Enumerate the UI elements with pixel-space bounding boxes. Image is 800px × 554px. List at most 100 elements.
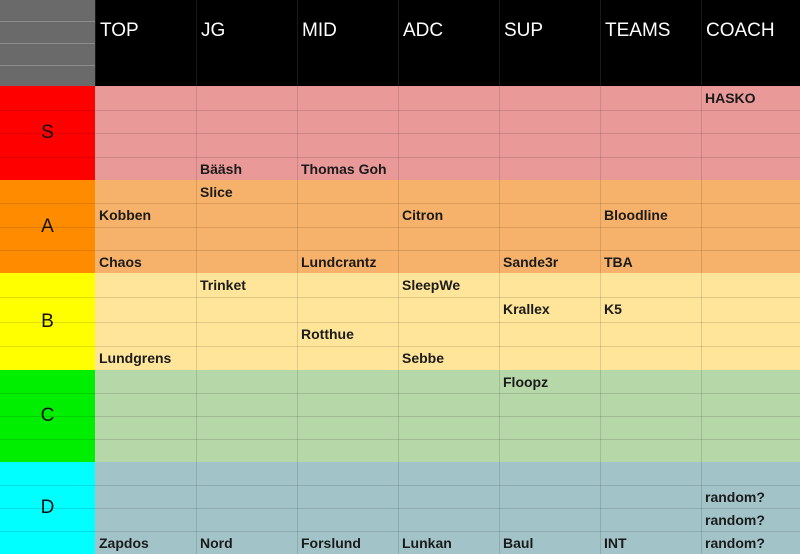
gridline-horizontal	[0, 508, 95, 509]
column-header-mid[interactable]: MID	[297, 0, 398, 86]
tier-band-b	[95, 273, 800, 370]
gridline-vertical	[499, 273, 500, 370]
gridline-horizontal	[0, 157, 95, 158]
gridline-vertical	[196, 462, 197, 554]
gridline-horizontal	[0, 203, 95, 204]
column-header-jg[interactable]: JG	[196, 0, 297, 86]
gridline-horizontal	[95, 346, 800, 347]
gridline-vertical	[701, 180, 702, 273]
column-header-coach[interactable]: COACH	[701, 0, 800, 86]
entry-cell[interactable]: Lundgrens	[99, 350, 172, 366]
entry-cell[interactable]: Floopz	[503, 374, 549, 390]
gridline-vertical	[398, 180, 399, 273]
gridline-horizontal	[0, 110, 95, 111]
gridline-horizontal	[0, 250, 95, 251]
gridline-horizontal	[0, 393, 95, 394]
gridline-vertical	[297, 370, 298, 462]
gridline-vertical	[196, 86, 197, 180]
gridline-horizontal	[95, 485, 800, 486]
entry-cell[interactable]: Thomas Goh	[301, 161, 387, 177]
gridline-vertical	[600, 180, 601, 273]
gridline-horizontal	[95, 203, 800, 204]
entry-cell[interactable]: INT	[604, 535, 627, 551]
gridline-horizontal	[95, 393, 800, 394]
gridline-horizontal	[95, 157, 800, 158]
gridline-vertical	[297, 86, 298, 180]
gridline-horizontal	[95, 531, 800, 532]
entry-cell[interactable]: Trinket	[200, 277, 246, 293]
gridline-vertical	[297, 273, 298, 370]
gridline-vertical	[297, 180, 298, 273]
gridline-vertical	[499, 86, 500, 180]
gridline-horizontal	[95, 416, 800, 417]
tier-band-d	[95, 462, 800, 554]
corner-cell[interactable]	[0, 0, 95, 86]
gridline-vertical	[600, 273, 601, 370]
entry-cell[interactable]: K5	[604, 301, 622, 317]
entry-cell[interactable]: Kobben	[99, 207, 152, 223]
gridline-vertical	[701, 273, 702, 370]
tier-label-b[interactable]: B	[0, 273, 95, 370]
entry-cell[interactable]: Rotthue	[301, 326, 354, 342]
entry-cell[interactable]: Sande3r	[503, 254, 559, 270]
entry-cell[interactable]: random?	[705, 535, 765, 551]
gridline-vertical	[499, 462, 500, 554]
entry-cell[interactable]: Forslund	[301, 535, 361, 551]
gridline-horizontal	[0, 346, 95, 347]
tier-band-a	[95, 180, 800, 273]
entry-cell[interactable]: Bloodline	[604, 207, 668, 223]
gridline-vertical	[196, 370, 197, 462]
entry-cell[interactable]: Chaos	[99, 254, 142, 270]
gridline-vertical	[398, 86, 399, 180]
entry-cell[interactable]: HASKO	[705, 90, 756, 106]
gridline-horizontal	[95, 322, 800, 323]
entry-cell[interactable]: Citron	[402, 207, 444, 223]
gridline-horizontal	[0, 227, 95, 228]
entry-cell[interactable]: Bääsh	[200, 161, 243, 177]
entry-cell[interactable]: Sebbe	[402, 350, 445, 366]
entry-cell[interactable]: Baul	[503, 535, 534, 551]
column-header-sup[interactable]: SUP	[499, 0, 600, 86]
gridline-horizontal	[95, 508, 800, 509]
gridline-horizontal	[0, 322, 95, 323]
entry-cell[interactable]: Krallex	[503, 301, 550, 317]
gridline-vertical	[398, 370, 399, 462]
gridline-vertical	[701, 86, 702, 180]
gridline-vertical	[701, 462, 702, 554]
gridline-vertical	[499, 370, 500, 462]
entry-cell[interactable]: Zapdos	[99, 535, 149, 551]
gridline-horizontal	[95, 250, 800, 251]
column-header-adc[interactable]: ADC	[398, 0, 499, 86]
entry-cell[interactable]: TBA	[604, 254, 633, 270]
gridline-vertical	[196, 180, 197, 273]
entry-cell[interactable]: Nord	[200, 535, 233, 551]
entry-cell[interactable]: random?	[705, 512, 765, 528]
entry-cell[interactable]: Lunkan	[402, 535, 452, 551]
entry-cell[interactable]: SleepWe	[402, 277, 461, 293]
entry-cell[interactable]: random?	[705, 489, 765, 505]
tier-label-c[interactable]: C	[0, 370, 95, 462]
tier-label-s[interactable]: S	[0, 86, 95, 180]
gridline-vertical	[499, 180, 500, 273]
gridline-horizontal	[95, 297, 800, 298]
tier-label-a[interactable]: A	[0, 180, 95, 273]
gridline-vertical	[398, 462, 399, 554]
tier-label-d[interactable]: D	[0, 462, 95, 554]
gridline-horizontal	[95, 227, 800, 228]
column-header-top[interactable]: TOP	[95, 0, 196, 86]
gridline-vertical	[398, 273, 399, 370]
tier-band-c	[95, 370, 800, 462]
corner-gridline	[0, 65, 95, 66]
gridline-horizontal	[0, 485, 95, 486]
tier-band-s	[95, 86, 800, 180]
entry-cell[interactable]: Slice	[200, 184, 233, 200]
entry-cell[interactable]: Lundcrantz	[301, 254, 377, 270]
gridline-vertical	[600, 370, 601, 462]
gridline-horizontal	[0, 439, 95, 440]
column-header-teams[interactable]: TEAMS	[600, 0, 701, 86]
gridline-horizontal	[0, 416, 95, 417]
gridline-horizontal	[95, 110, 800, 111]
gridline-vertical	[600, 462, 601, 554]
gridline-vertical	[701, 370, 702, 462]
